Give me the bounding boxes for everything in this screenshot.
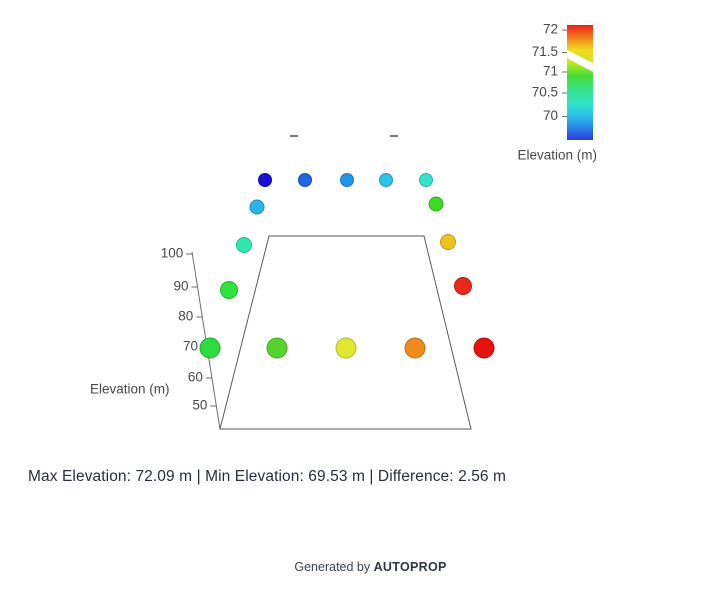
colorbar-gradient[interactable] xyxy=(567,25,593,140)
elevation-point[interactable] xyxy=(199,337,221,359)
elevation-point[interactable] xyxy=(473,337,495,359)
brand-name: AUTOPROP xyxy=(373,560,447,574)
elevation-point[interactable] xyxy=(266,337,288,359)
z-axis-title: Elevation (m) xyxy=(90,382,170,397)
elevation-point[interactable] xyxy=(404,337,426,359)
elevation-point[interactable] xyxy=(379,173,393,187)
z-axis-tick-label: 80 xyxy=(178,309,193,324)
elevation-point[interactable] xyxy=(258,173,272,187)
elevation-point[interactable] xyxy=(419,173,433,187)
elevation-stats-line: Max Elevation: 72.09 m | Min Elevation: … xyxy=(28,468,507,485)
z-axis-tick-label: 100 xyxy=(161,246,184,261)
elevation-point[interactable] xyxy=(335,337,357,359)
z-axis-tick-label: 90 xyxy=(174,279,189,294)
colorbar-tick-label: 71 xyxy=(543,64,558,79)
colorbar-tick-label: 72 xyxy=(543,22,558,37)
elevation-point[interactable] xyxy=(340,173,354,187)
elevation-point[interactable] xyxy=(440,234,456,250)
footer-credit: Generated by AUTOPROP xyxy=(9,560,723,574)
elevation-point[interactable] xyxy=(249,199,265,215)
axis-placeholder-dash xyxy=(390,135,398,137)
z-axis-tick-label: 60 xyxy=(188,370,203,385)
colorbar-tick-label: 70.5 xyxy=(532,85,558,100)
elevation-point[interactable] xyxy=(428,196,444,212)
z-axis-tick-label: 70 xyxy=(183,339,198,354)
colorbar-tick-label: 70 xyxy=(543,108,558,123)
elevation-scatter-chart[interactable]: 100 90 80 70 60 50 Elevation (m) 72 71.5 71 70.5 70… xyxy=(0,0,723,460)
axis-placeholder-dash xyxy=(290,135,298,137)
elevation-point[interactable] xyxy=(454,277,472,295)
elevation-point[interactable] xyxy=(236,237,252,253)
z-axis-tick-label: 50 xyxy=(192,398,207,413)
colorbar-tick-label: 71.5 xyxy=(532,44,558,59)
elevation-point[interactable] xyxy=(220,281,238,299)
colorbar-title: Elevation (m) xyxy=(517,148,597,163)
elevation-point[interactable] xyxy=(298,173,312,187)
colorbar-slash xyxy=(567,50,593,72)
site-boundary-outline xyxy=(219,235,472,430)
credit-prefix: Generated by xyxy=(294,560,374,574)
